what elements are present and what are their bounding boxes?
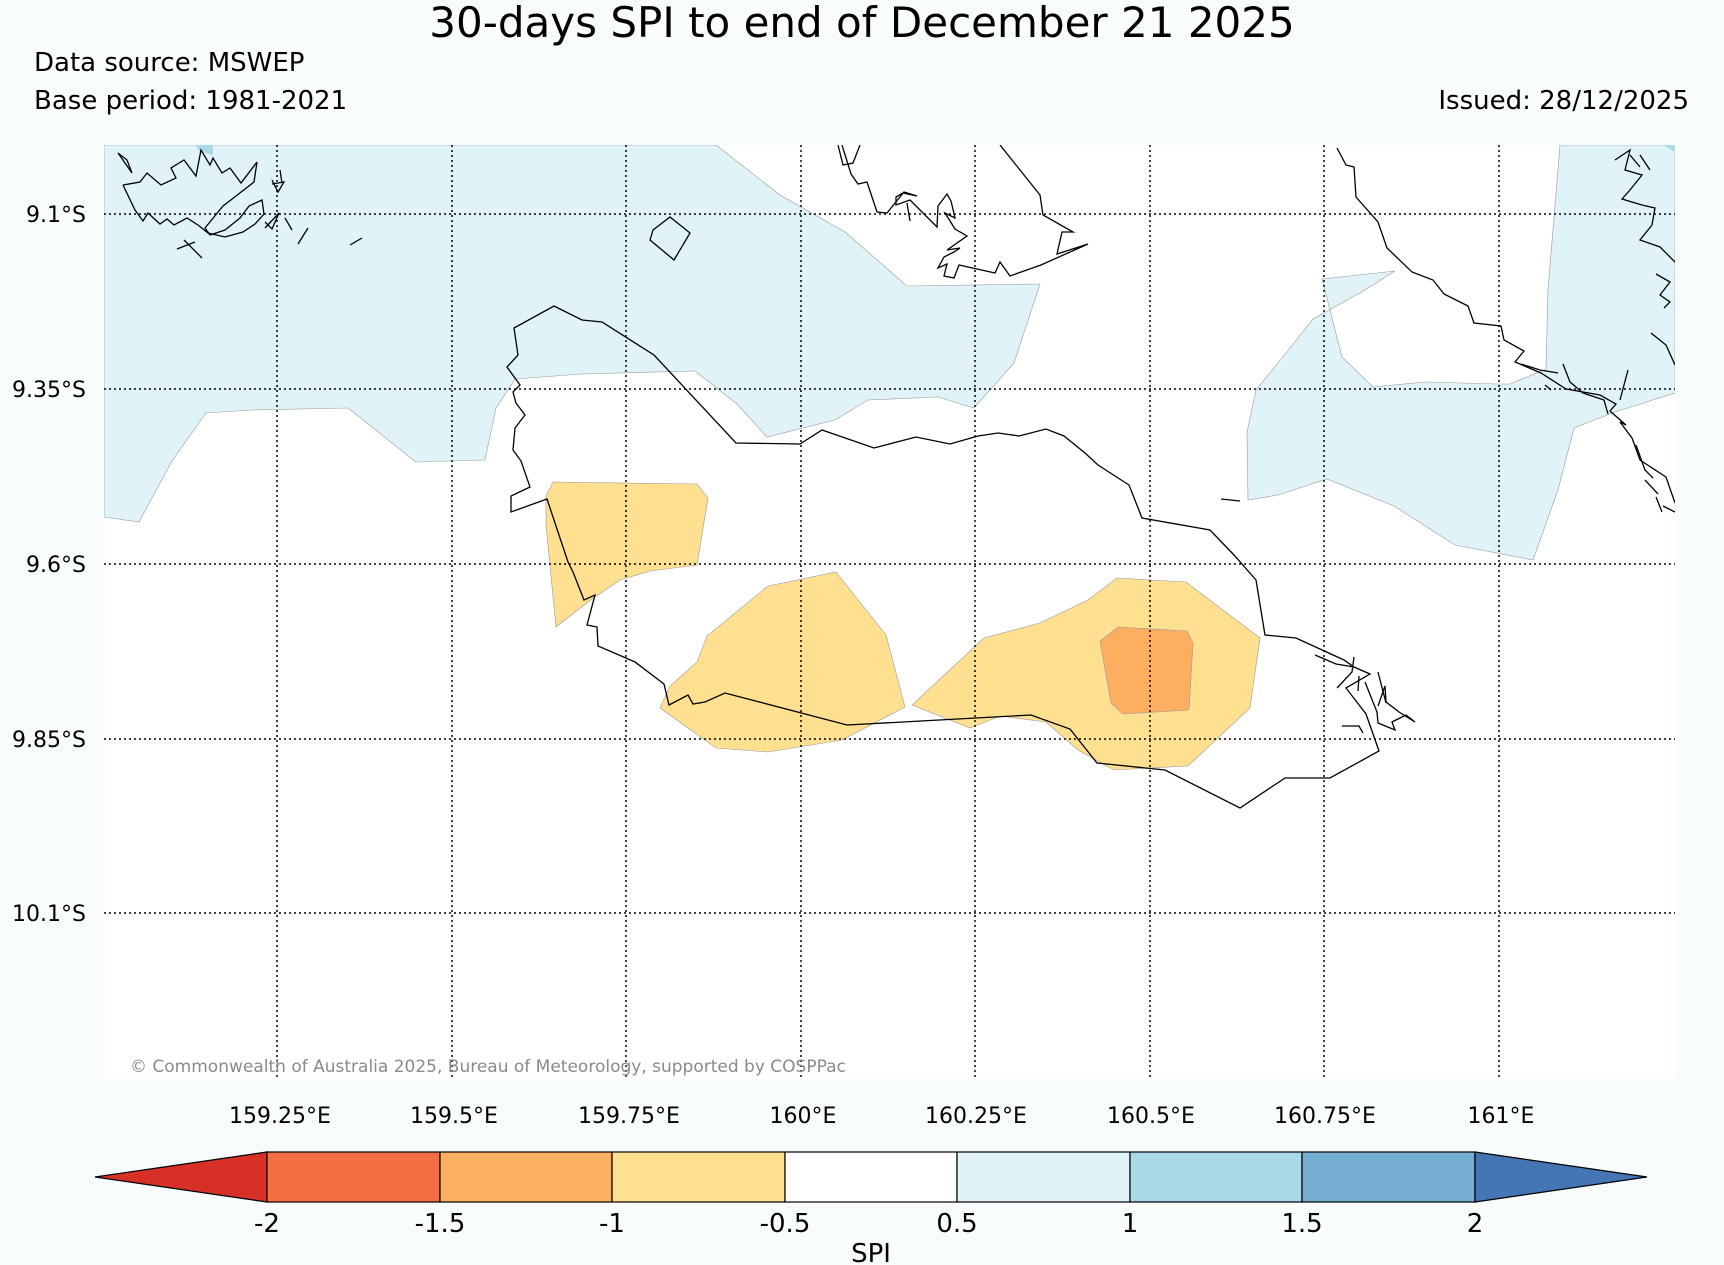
issued-date-text: Issued: 28/12/2025 [1438,86,1689,116]
lon-label: 160.75°E [1274,1104,1376,1129]
colorbar-tick: 1 [1122,1209,1139,1239]
lat-label: 10.1°S [12,902,86,927]
spi-region-dry-central [659,571,906,753]
base-period-text: Base period: 1981-2021 [34,86,348,116]
colorbar-bin [956,1151,1131,1203]
spi-region-wet-east-corner [1663,145,1675,152]
spi-region-wet-northwest-corner [195,145,213,155]
colorbar-tick: -0.5 [760,1209,811,1239]
copyright-credit: © Commonwealth of Australia 2025, Bureau… [130,1057,846,1077]
spi-region-wet-east [1246,145,1675,561]
colorbar-bin [1129,1151,1303,1203]
lon-label: 161°E [1468,1104,1535,1129]
colorbar-label: SPI [851,1239,891,1265]
longitude-labels: 159.25°E 159.5°E 159.75°E 160°E 160.25°E… [229,1104,1534,1129]
lat-label: 9.6°S [26,553,86,578]
colorbar-tick: 0.5 [936,1209,977,1239]
colorbar-tick: -1 [599,1209,625,1239]
colorbar-tick: -1.5 [415,1209,466,1239]
lon-label: 159.25°E [229,1104,331,1129]
colorbar-bin [784,1151,958,1203]
graticule [104,145,1675,1079]
data-source-text: Data source: MSWEP [34,48,305,78]
colorbar-extend-high [1474,1151,1648,1203]
colorbar-bin [266,1151,441,1203]
lon-label: 160°E [770,1104,837,1129]
lat-label: 9.35°S [12,378,86,403]
latitude-labels: 9.1°S 9.35°S 9.6°S 9.85°S 10.1°S [12,203,86,927]
colorbar-bin [439,1151,613,1203]
coastline [117,145,1675,809]
spi-region-moderately-dry [1099,626,1194,715]
lat-label: 9.85°S [12,728,86,753]
colorbar-tick: 1.5 [1281,1209,1322,1239]
colorbar: -2 -1.5 -1 -0.5 0.5 1 1.5 2 SPI [94,1151,1648,1265]
lon-label: 159.75°E [578,1104,680,1129]
lon-label: 159.5°E [410,1104,498,1129]
spi-region-dry-west [545,481,709,628]
lon-label: 160.25°E [925,1104,1027,1129]
colorbar-bin [611,1151,786,1203]
colorbar-tick: -2 [254,1209,280,1239]
spi-region-wet-northwest [104,145,1041,523]
colorbar-extend-low [94,1151,268,1203]
colorbar-bin [1301,1151,1476,1203]
lon-label: 160.5°E [1107,1104,1195,1129]
map-title: 30-days SPI to end of December 21 2025 [429,0,1295,47]
colorbar-tick: 2 [1467,1209,1484,1239]
lat-label: 9.1°S [26,203,86,228]
spi-region-dry-east [911,577,1261,771]
